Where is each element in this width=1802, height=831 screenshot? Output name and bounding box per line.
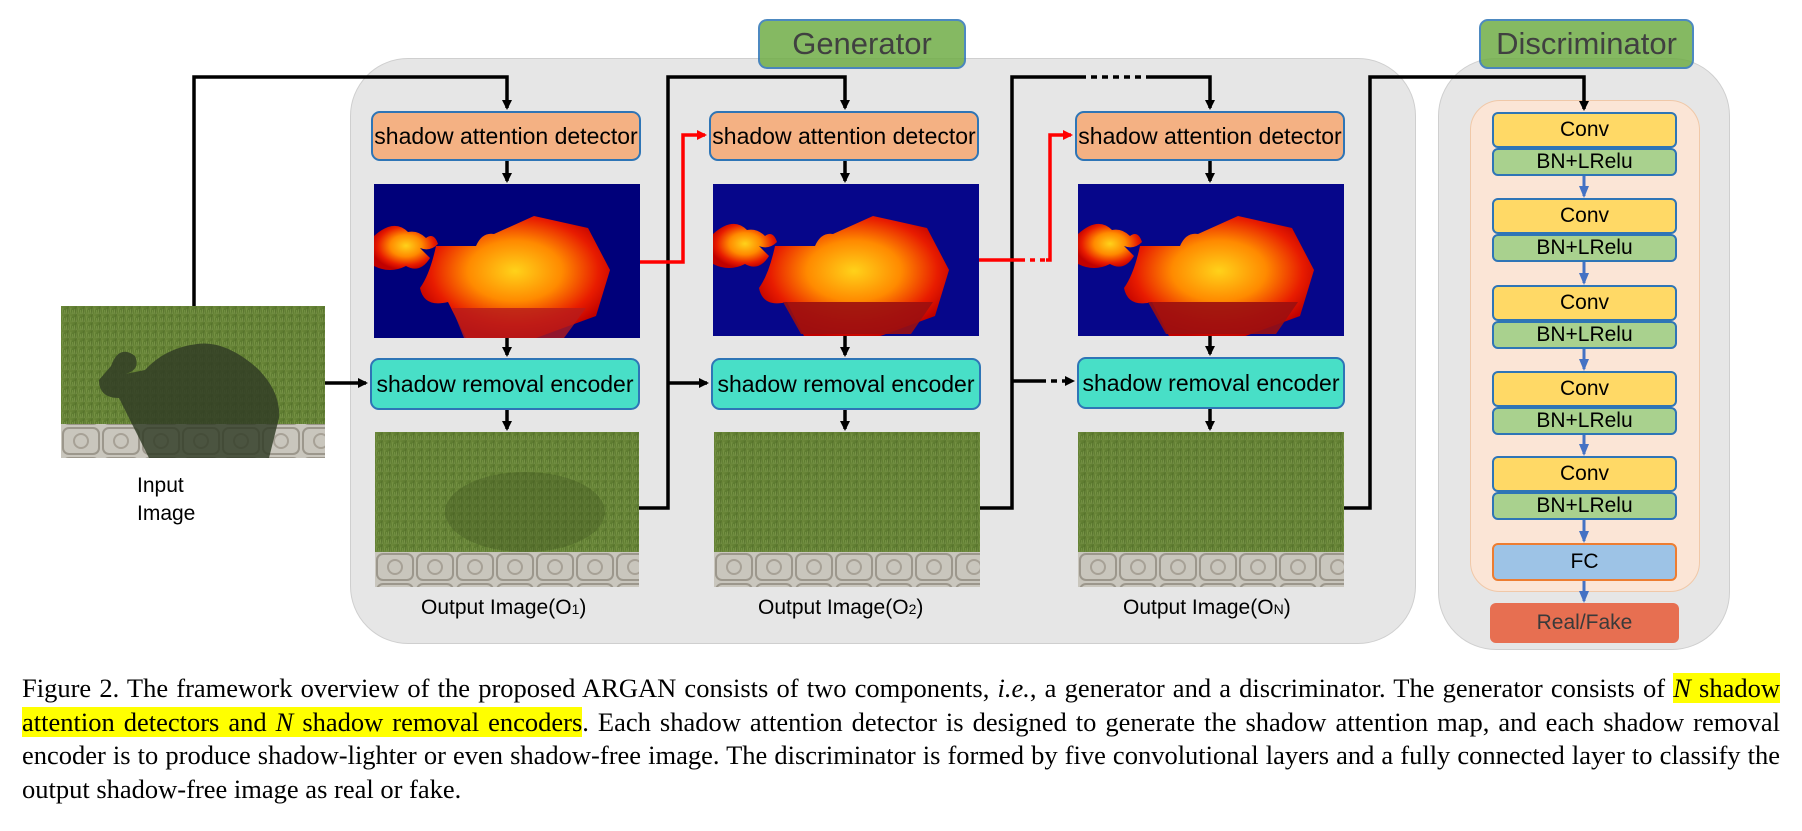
shadow-removal-encoder-2: shadow removal encoder [711,358,981,410]
connection-arrows [192,75,1589,603]
input-image-label-line2: Image [137,502,196,525]
shadow-removal-encoder-n: shadow removal encoder [1077,357,1345,409]
conv-layer-5: Conv [1492,456,1677,492]
shadow-attention-detector-2: shadow attention detector [709,111,979,161]
figure-caption: Figure 2. The framework overview of the … [22,673,1780,804]
bn-lrelu-layer-3: BN+LRelu [1492,321,1677,349]
attention-map-1 [374,184,640,338]
output-image-2 [714,432,980,587]
input-image-label-line1: Input [137,474,184,497]
bn-lrelu-layer-4: BN+LRelu [1492,407,1677,435]
argan-framework-diagram: Generator Discriminator Input Image shad… [61,19,1730,650]
real-fake-output: Real/Fake [1490,603,1679,643]
conv-layer-4: Conv [1492,371,1677,407]
attention-map-n [1078,184,1344,336]
conv-layer-1: Conv [1492,112,1677,148]
generator-title: Generator [758,19,966,69]
output-image-n-label: Output Image(ON) [1123,596,1291,619]
input-image [61,306,325,458]
output-image-n [1078,432,1344,587]
conv-layer-3: Conv [1492,285,1677,321]
output-image-1 [375,432,639,587]
conv-layer-2: Conv [1492,198,1677,234]
bn-lrelu-layer-2: BN+LRelu [1492,234,1677,262]
bn-lrelu-layer-1: BN+LRelu [1492,148,1677,176]
attention-map-2 [713,184,979,336]
shadow-attention-detector-1: shadow attention detector [371,111,641,161]
shadow-attention-detector-n: shadow attention detector [1075,111,1345,161]
fully-connected-layer: FC [1492,543,1677,581]
output-image-1-label: Output Image(O1) [421,596,587,619]
discriminator-title: Discriminator [1479,19,1694,69]
shadow-removal-encoder-1: shadow removal encoder [370,358,640,410]
bn-lrelu-layer-5: BN+LRelu [1492,492,1677,520]
output-image-2-label: Output Image(O2) [758,596,924,619]
